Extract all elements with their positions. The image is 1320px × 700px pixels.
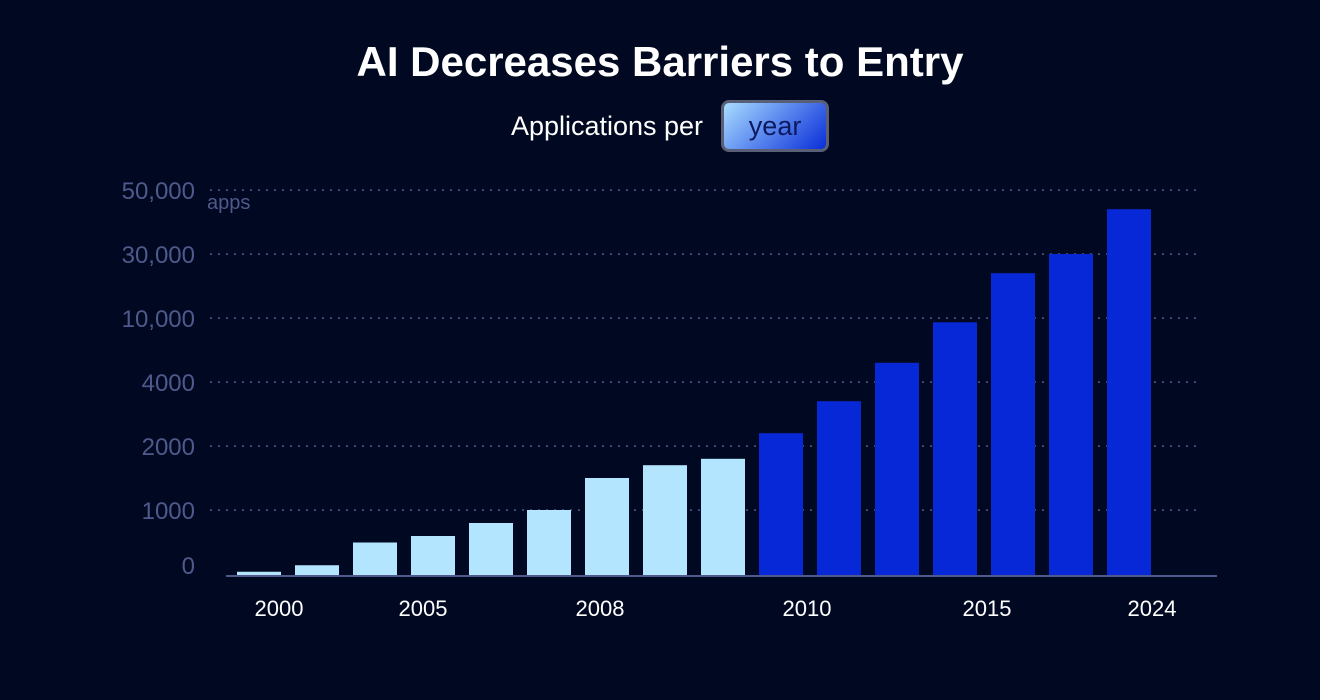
bar: [469, 523, 513, 575]
y-tick-label: 0: [182, 553, 195, 580]
period-selector-button[interactable]: year: [721, 100, 830, 152]
bar: [353, 542, 397, 575]
x-tick-label: 2010: [783, 596, 832, 621]
y-unit-label: apps: [207, 192, 250, 214]
x-tick-label: 2024: [1128, 596, 1177, 621]
bar: [237, 571, 281, 575]
y-tick-label: 4000: [142, 370, 195, 397]
bar: [875, 362, 919, 575]
x-tick-label: 2015: [963, 596, 1012, 621]
bar: [991, 273, 1035, 575]
bar: [933, 322, 977, 575]
bar: [817, 401, 861, 575]
y-tick-label: 50,000: [122, 178, 195, 205]
chart-title: AI Decreases Barriers to Entry: [356, 38, 964, 85]
bar: [759, 433, 803, 575]
bar: [585, 478, 629, 575]
bar: [643, 465, 687, 575]
bar: [411, 536, 455, 575]
x-tick-label: 2000: [255, 596, 304, 621]
bar: [701, 458, 745, 575]
subtitle: Applications per year: [0, 100, 1320, 152]
x-tick-label: 2005: [399, 596, 448, 621]
y-tick-label: 1000: [142, 498, 195, 525]
bar: [1107, 209, 1151, 575]
y-tick-label: 30,000: [122, 242, 195, 269]
y-tick-label: 2000: [142, 434, 195, 461]
y-tick-label: 10,000: [122, 306, 195, 333]
subtitle-text: Applications per: [510, 110, 704, 141]
bar: [527, 510, 571, 575]
x-tick-label: 2008: [576, 596, 625, 621]
bar: [1049, 254, 1093, 575]
bar: [295, 565, 339, 575]
